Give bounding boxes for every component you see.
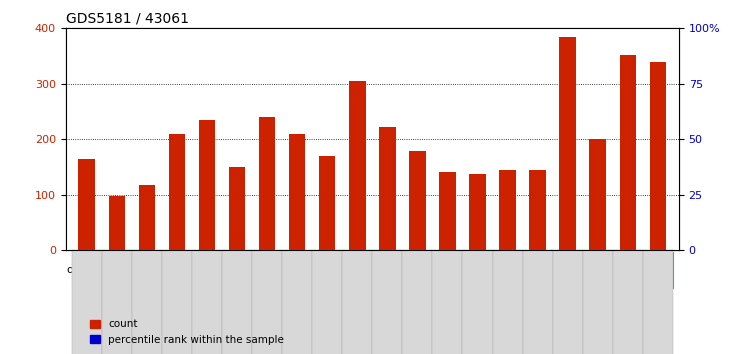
Bar bbox=[590, 139, 606, 250]
Point bbox=[562, 57, 574, 62]
FancyBboxPatch shape bbox=[252, 250, 282, 354]
FancyBboxPatch shape bbox=[282, 250, 312, 354]
Bar bbox=[349, 81, 366, 250]
Point bbox=[291, 74, 303, 80]
Point bbox=[502, 65, 513, 71]
FancyBboxPatch shape bbox=[463, 250, 493, 354]
Bar bbox=[620, 55, 636, 250]
Bar bbox=[650, 62, 666, 250]
FancyBboxPatch shape bbox=[432, 250, 463, 354]
Bar bbox=[379, 127, 396, 250]
Point bbox=[442, 65, 453, 71]
Bar bbox=[559, 36, 576, 250]
Point bbox=[171, 59, 182, 64]
Bar bbox=[109, 196, 125, 250]
Point bbox=[351, 63, 363, 69]
FancyBboxPatch shape bbox=[493, 250, 523, 354]
Point bbox=[141, 70, 153, 75]
Point bbox=[531, 65, 543, 71]
Point bbox=[321, 74, 333, 80]
FancyBboxPatch shape bbox=[583, 250, 612, 354]
Bar bbox=[259, 117, 275, 250]
Bar bbox=[199, 120, 215, 250]
Text: disease state: disease state bbox=[67, 265, 142, 275]
FancyBboxPatch shape bbox=[342, 250, 372, 354]
FancyBboxPatch shape bbox=[72, 250, 101, 354]
Point bbox=[622, 61, 634, 67]
Bar bbox=[499, 170, 516, 250]
Bar bbox=[289, 133, 305, 250]
FancyBboxPatch shape bbox=[222, 250, 252, 354]
Point bbox=[111, 81, 123, 87]
FancyBboxPatch shape bbox=[402, 250, 432, 354]
Point bbox=[412, 70, 423, 75]
FancyBboxPatch shape bbox=[312, 250, 342, 354]
FancyBboxPatch shape bbox=[372, 250, 402, 354]
Bar bbox=[469, 173, 485, 250]
FancyBboxPatch shape bbox=[132, 250, 162, 354]
FancyBboxPatch shape bbox=[162, 250, 192, 354]
Point bbox=[592, 74, 604, 80]
Legend: count, percentile rank within the sample: count, percentile rank within the sample bbox=[85, 315, 288, 349]
FancyBboxPatch shape bbox=[553, 250, 583, 354]
Bar bbox=[439, 172, 456, 250]
FancyBboxPatch shape bbox=[101, 250, 132, 354]
FancyBboxPatch shape bbox=[612, 250, 643, 354]
Text: GDS5181 / 43061: GDS5181 / 43061 bbox=[66, 12, 188, 26]
Bar bbox=[228, 167, 245, 250]
FancyBboxPatch shape bbox=[72, 252, 432, 288]
FancyBboxPatch shape bbox=[192, 250, 222, 354]
Bar bbox=[529, 170, 546, 250]
Point bbox=[472, 65, 483, 71]
Bar bbox=[409, 152, 426, 250]
Point bbox=[201, 81, 213, 87]
Point bbox=[652, 59, 664, 64]
Point bbox=[81, 63, 93, 69]
FancyBboxPatch shape bbox=[643, 250, 673, 354]
Bar bbox=[319, 156, 336, 250]
Bar bbox=[139, 184, 155, 250]
Point bbox=[261, 70, 273, 75]
FancyBboxPatch shape bbox=[432, 252, 673, 288]
Text: glioma: glioma bbox=[531, 264, 574, 276]
Bar bbox=[79, 159, 95, 250]
FancyBboxPatch shape bbox=[523, 250, 553, 354]
Point bbox=[231, 81, 243, 87]
Bar bbox=[169, 133, 185, 250]
Text: control: control bbox=[231, 264, 274, 276]
Point bbox=[382, 70, 393, 75]
